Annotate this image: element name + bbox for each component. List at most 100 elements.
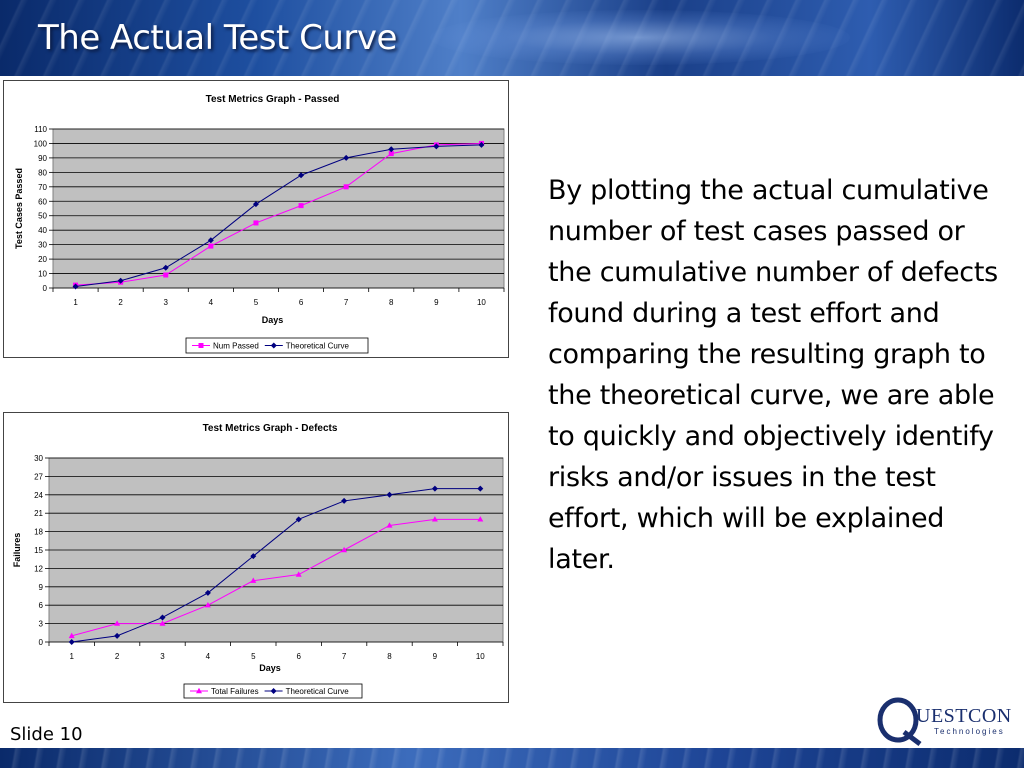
data-point (208, 243, 214, 249)
data-point (386, 491, 393, 498)
x-tick-label: 4 (206, 652, 211, 661)
logo-wordmark: UESTCON (916, 705, 1012, 727)
plot-area (52, 128, 505, 289)
data-point (72, 283, 79, 290)
y-tick-label: 30 (38, 241, 47, 250)
y-tick-label: 12 (34, 564, 43, 573)
y-tick-label: 3 (39, 620, 44, 629)
y-tick-label: 15 (34, 546, 43, 555)
y-tick-label: 100 (34, 139, 48, 148)
chart-title: Test Metrics Graph - Defects (203, 423, 338, 434)
y-tick-label: 20 (38, 255, 47, 264)
y-tick-label: 30 (34, 454, 43, 463)
y-tick-label: 70 (38, 183, 47, 192)
data-point (159, 614, 166, 621)
data-point (433, 143, 440, 150)
data-point (295, 571, 302, 577)
x-tick-label: 8 (389, 298, 394, 307)
x-tick-label: 5 (254, 298, 259, 307)
data-point (386, 522, 393, 528)
passed-chart: Test Metrics Graph - Passed 0 10 20 30 40 50 60… (14, 94, 505, 354)
x-tick-label: 10 (476, 652, 485, 661)
legend-marker (196, 687, 202, 694)
data-point (478, 141, 485, 148)
data-point (388, 146, 395, 153)
data-point (250, 577, 257, 583)
legend-marker (270, 688, 277, 694)
x-tick-label: 1 (69, 652, 74, 661)
data-point (250, 553, 257, 560)
x-tick-label: 4 (209, 298, 214, 307)
y-tick-label: 40 (38, 226, 47, 235)
data-point (431, 485, 438, 492)
chart-title: Test Metrics Graph - Passed (206, 94, 340, 105)
data-point (204, 602, 211, 608)
data-point (343, 154, 350, 161)
x-tick-label: 9 (434, 298, 439, 307)
x-tick-label: 1 (73, 298, 78, 307)
x-tick-label: 6 (296, 652, 301, 661)
x-axis-label: Days (262, 315, 284, 325)
x-tick-label: 2 (118, 298, 123, 307)
y-tick-label: 9 (39, 583, 44, 592)
y-tick-label: 10 (38, 270, 47, 279)
title-banner (0, 0, 1024, 76)
banner-glow (430, 10, 850, 65)
x-tick-label: 5 (251, 652, 256, 661)
data-point (298, 203, 304, 209)
slide-title: The Actual Test Curve (38, 18, 397, 58)
data-point (207, 237, 214, 244)
passed-chart-panel: Test Metrics Graph - Passed 0 10 20 30 40 50 60… (3, 80, 509, 358)
y-tick-label: 18 (34, 528, 43, 537)
legend-label: Num Passed (213, 342, 259, 351)
data-point (204, 589, 211, 596)
x-tick-label: 7 (344, 298, 349, 307)
legend-label: Theoretical Curve (286, 687, 350, 696)
data-point (341, 546, 348, 553)
y-tick-label: 80 (38, 168, 47, 177)
questcon-logo: UESTCON Technologies (877, 697, 1012, 746)
series-line-theoretical-curve (71, 488, 481, 643)
y-tick-label: 24 (34, 491, 43, 500)
y-tick-label: 60 (38, 197, 47, 206)
data-point (117, 277, 124, 284)
logo-tagline: Technologies (934, 727, 1005, 736)
y-tick-label: 21 (34, 509, 43, 518)
data-point (477, 485, 484, 492)
x-tick-label: 9 (433, 652, 438, 661)
data-point (159, 620, 166, 626)
data-point (477, 516, 484, 522)
x-tick-label: 3 (160, 652, 165, 661)
y-tick-label: 0 (39, 638, 44, 647)
y-axis-label: Test Cases Passed (14, 168, 24, 249)
data-point (114, 632, 121, 639)
y-tick-label: 90 (38, 154, 47, 163)
data-point (298, 172, 305, 179)
defects-chart-panel: Test Metrics Graph - Defects 0 3 6 9 12 15 18 21… (3, 412, 509, 703)
series-line-num-passed (75, 142, 482, 286)
x-tick-label: 6 (299, 298, 304, 307)
legend-marker (198, 343, 204, 348)
data-point (163, 272, 169, 278)
x-tick-label: 7 (342, 652, 347, 661)
y-axis-label: Failures (12, 533, 22, 568)
data-point (295, 516, 302, 523)
series-line-total-failures (71, 518, 481, 637)
y-tick-label: 50 (38, 212, 47, 221)
legend-marker (270, 342, 277, 349)
x-tick-label: 3 (164, 298, 169, 307)
slide-number: Slide 10 (10, 724, 83, 745)
data-point (68, 632, 75, 639)
x-tick-label: 2 (115, 652, 120, 661)
data-point (68, 639, 75, 645)
y-tick-label: 110 (34, 125, 47, 134)
series-line-theoretical-curve (75, 144, 482, 288)
legend-label: Total Failures (211, 687, 259, 696)
data-point (253, 220, 259, 226)
data-point (162, 264, 169, 271)
x-tick-label: 8 (387, 652, 392, 661)
data-point (343, 184, 349, 190)
y-tick-label: 0 (43, 284, 48, 293)
y-tick-label: 27 (34, 472, 43, 481)
footer-bar (0, 748, 1024, 768)
